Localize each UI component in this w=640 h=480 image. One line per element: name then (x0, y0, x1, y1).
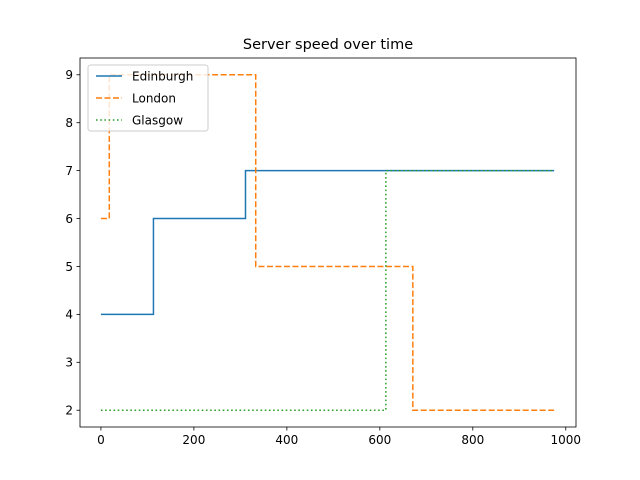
y-tick-label: 3 (65, 356, 73, 370)
chart-title: Server speed over time (243, 37, 413, 53)
y-tick-label: 9 (65, 68, 73, 82)
series-line-london (100, 74, 555, 411)
legend-label-glasgow: Glasgow (132, 113, 183, 127)
series-line-edinburgh (100, 169, 555, 316)
plot-frame (79, 57, 577, 428)
axes-layer: 0 200 400 600 800 1000 2 3 4 5 6 7 8 9 (65, 57, 581, 447)
x-tick-label: 0 (97, 433, 105, 447)
series-layer (100, 74, 555, 411)
x-tick-label: 200 (182, 433, 205, 447)
legend-box (87, 64, 209, 132)
legend-label-london: London (132, 91, 176, 105)
x-tick-label: 800 (461, 433, 484, 447)
y-tick-label: 5 (65, 260, 73, 274)
legend-label-edinburgh: Edinburgh (132, 69, 193, 83)
x-tick-label: 600 (368, 433, 391, 447)
y-tick-label: 2 (65, 404, 73, 418)
legend: Edinburgh London Glasgow (87, 64, 209, 132)
x-tick-label: 400 (275, 433, 298, 447)
y-tick-label: 6 (65, 212, 73, 226)
y-tick-label: 4 (65, 308, 73, 322)
y-tick-label: 8 (65, 116, 73, 130)
x-tick-label: 1000 (550, 433, 581, 447)
series-line-glasgow (100, 169, 555, 411)
y-tick-label: 7 (65, 164, 73, 178)
